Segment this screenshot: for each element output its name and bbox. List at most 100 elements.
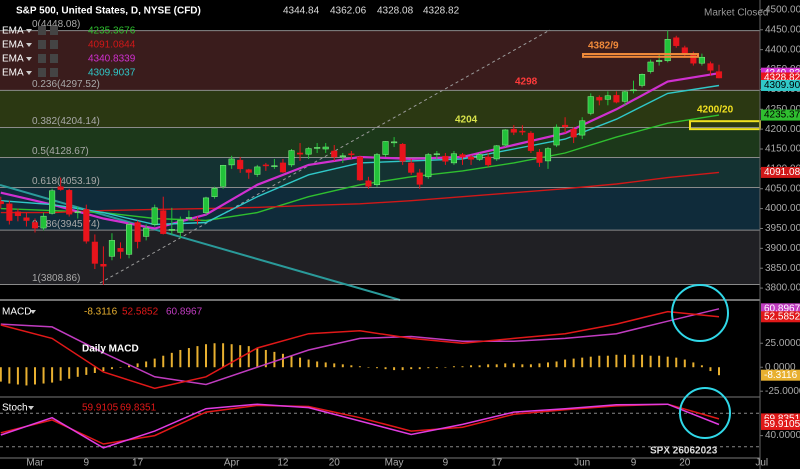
- histogram-bar: [598, 355, 601, 368]
- histogram-bar: [281, 353, 284, 368]
- candle-body: [279, 162, 286, 173]
- candle-body: [391, 141, 398, 144]
- candle-body: [715, 71, 723, 79]
- histogram-bar: [487, 364, 490, 368]
- highlight-circle: [679, 387, 731, 439]
- signal-line: [0, 308, 720, 386]
- legend-value: 60.8967: [166, 307, 203, 318]
- histogram-bar: [666, 356, 669, 368]
- candle-body: [673, 37, 680, 46]
- candle-body: [202, 197, 210, 213]
- histogram-bar: [410, 367, 413, 370]
- histogram-bar: [572, 358, 575, 368]
- chart-title: S&P 500, United States, D, NYSE (CFD): [16, 6, 201, 17]
- candle-body: [365, 180, 372, 187]
- fib-label: 0.382(4204.14): [32, 116, 100, 127]
- zone-label: 4382/9: [588, 41, 619, 52]
- histogram-bar: [367, 367, 370, 368]
- candle-body: [450, 153, 457, 164]
- histogram-bar: [16, 367, 19, 385]
- panel-name: MACD: [2, 307, 31, 318]
- value-tag: [761, 369, 800, 381]
- candle-body: [211, 188, 218, 197]
- candle-body: [408, 162, 415, 173]
- candle-body: [656, 60, 663, 62]
- histogram-bar: [230, 344, 233, 368]
- candle-body: [382, 141, 389, 155]
- candle-body: [117, 248, 124, 252]
- histogram-bar: [350, 365, 353, 368]
- x-tick-label: Jul: [755, 458, 768, 469]
- histogram-bar: [136, 363, 139, 368]
- y-tick-label: 0.0000: [765, 362, 796, 373]
- histogram-bar: [615, 354, 618, 368]
- candle-body: [485, 156, 492, 166]
- candle-body: [553, 126, 560, 146]
- histogram-bar: [589, 356, 592, 368]
- histogram-bar: [709, 367, 712, 372]
- candle-body: [544, 148, 552, 162]
- candle-body: [630, 89, 637, 92]
- histogram-bar: [128, 365, 131, 368]
- stoch-k-line: [0, 403, 720, 449]
- legend-value: -8.3116: [84, 307, 118, 318]
- legend-caret: [26, 71, 32, 75]
- note: Daily MACD: [82, 344, 139, 355]
- candle-body: [579, 120, 586, 136]
- candle-body: [707, 63, 714, 71]
- axes: 4500.004450.004400.004350.004300.004250.…: [26, 5, 800, 469]
- candle-body: [621, 91, 629, 102]
- annotation: 4298: [515, 77, 538, 88]
- histogram-bar: [512, 363, 515, 368]
- fib-band: [0, 30, 760, 91]
- fib-label: 0(4448.08): [32, 19, 80, 30]
- legend-caret: [26, 43, 32, 47]
- candle-body: [442, 155, 449, 162]
- candle-body: [74, 211, 81, 214]
- stoch-d-line: [0, 403, 720, 445]
- annotation: 4204: [455, 115, 478, 126]
- y-tick-label: 4000.00: [765, 203, 800, 214]
- price-tag-label: 4091.08: [764, 167, 800, 178]
- candle-body: [220, 165, 227, 187]
- candle-body: [108, 240, 116, 257]
- legend-icon: [50, 54, 58, 63]
- histogram-bar: [521, 364, 524, 368]
- candle-body: [339, 155, 346, 158]
- histogram-bar: [162, 355, 165, 368]
- y-tick-label: 25.0000: [765, 338, 800, 349]
- histogram-bar: [632, 354, 635, 368]
- candle-body: [459, 154, 466, 158]
- candle-body: [31, 222, 39, 229]
- price-tag: [761, 79, 800, 91]
- histogram-bar: [51, 367, 54, 383]
- x-tick-label: Mar: [26, 458, 44, 469]
- candle-body: [502, 129, 509, 146]
- histogram-bar: [435, 367, 438, 369]
- price-tag: [761, 166, 800, 178]
- histogram-bar: [239, 345, 242, 368]
- candle-body: [639, 74, 646, 86]
- legend-icon: [50, 68, 58, 77]
- panel-caret: [28, 406, 34, 410]
- histogram-bar: [59, 367, 62, 381]
- watermark: SPX 26062023: [650, 446, 718, 457]
- fib-label: 0.236(4297.52): [32, 79, 100, 90]
- candle-body: [510, 128, 517, 133]
- candle-body: [194, 219, 201, 221]
- ema-line: [0, 171, 720, 214]
- candle-body: [373, 154, 381, 186]
- candle-body: [570, 128, 577, 138]
- legend-value: 52.5852: [122, 307, 159, 318]
- candle-body: [237, 159, 244, 170]
- histogram-bar: [470, 365, 473, 368]
- price-tag: [761, 109, 800, 121]
- histogram-bar: [42, 367, 45, 384]
- panel-name: Stoch: [2, 403, 28, 414]
- histogram-bar: [461, 366, 464, 368]
- histogram-bar: [384, 367, 387, 370]
- histogram-bar: [307, 359, 310, 368]
- legend-value: 69.8351: [120, 403, 157, 414]
- y-tick-label: 4200.00: [765, 124, 800, 135]
- trend-line-dashed: [99, 29, 551, 284]
